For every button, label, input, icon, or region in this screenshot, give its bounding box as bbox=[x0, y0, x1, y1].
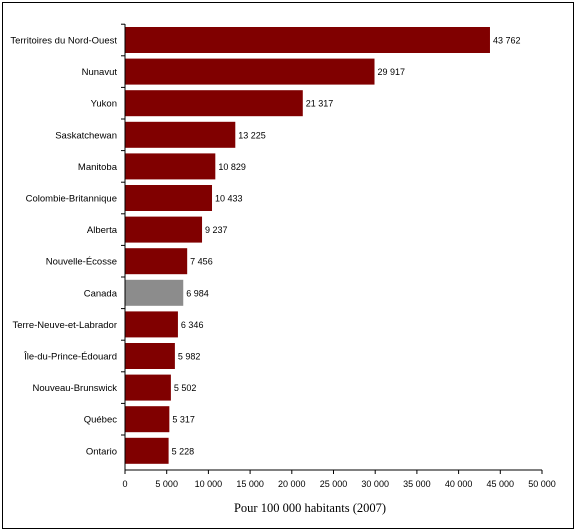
category-label: Nouvelle-Écosse bbox=[46, 257, 117, 268]
bar-colombie-britannique bbox=[125, 185, 213, 211]
category-label: Saskatchewan bbox=[55, 130, 117, 141]
x-tick-label: 5 000 bbox=[155, 479, 178, 489]
value-label: 6 984 bbox=[186, 288, 209, 298]
category-label: Territoires du Nord-Ouest bbox=[10, 36, 117, 47]
x-tick-label: 50 000 bbox=[528, 479, 556, 489]
category-label: Yukon bbox=[91, 99, 117, 110]
category-label: Québec bbox=[84, 415, 118, 426]
category-label: Manitoba bbox=[78, 162, 118, 173]
bar-saskatchewan bbox=[125, 121, 236, 148]
bar-alberta bbox=[125, 216, 203, 243]
value-label: 5 228 bbox=[172, 446, 195, 456]
value-label: 13 225 bbox=[238, 130, 266, 140]
bar-ile-du-prince-edouard bbox=[125, 343, 175, 369]
x-tick-label: 25 000 bbox=[320, 479, 348, 489]
bar-manitoba bbox=[125, 153, 216, 180]
x-tick-label: 40 000 bbox=[445, 479, 473, 489]
x-tick-label: 30 000 bbox=[361, 479, 389, 489]
category-label: Nouveau-Brunswick bbox=[33, 383, 118, 394]
value-label: 5 317 bbox=[172, 415, 195, 425]
category-label: Nunavut bbox=[82, 67, 118, 78]
x-tick-label: 20 000 bbox=[278, 479, 306, 489]
value-label: 29 917 bbox=[378, 67, 406, 77]
value-label: 5 982 bbox=[178, 352, 201, 362]
category-label: Canada bbox=[84, 288, 118, 299]
bar-nouveau-brunswick bbox=[125, 374, 171, 401]
value-label: 10 433 bbox=[215, 194, 243, 204]
value-label: 5 502 bbox=[174, 383, 197, 393]
category-label: Terre-Neuve-et-Labrador bbox=[12, 320, 117, 331]
category-label: Alberta bbox=[87, 225, 118, 236]
bar-canada bbox=[125, 279, 184, 306]
category-label: Ontario bbox=[86, 446, 117, 457]
value-label: 43 762 bbox=[493, 36, 521, 46]
category-label: Colombie-Britannique bbox=[26, 194, 117, 205]
axis-layer: 0 5 000 10 000 15 000 20 000 25 000 30 000 35 0… bbox=[121, 23, 556, 489]
bars-layer: Territoires du Nord-Ouest 43 762 Nunavut 29… bbox=[10, 27, 521, 464]
bar-yukon bbox=[125, 90, 303, 117]
value-label: 21 317 bbox=[306, 99, 334, 109]
x-tick-label: 35 000 bbox=[403, 479, 431, 489]
bar-nunavut bbox=[125, 58, 375, 85]
x-tick-label: 10 000 bbox=[195, 479, 223, 489]
x-axis-title: Pour 100 000 habitants (2007) bbox=[234, 501, 386, 515]
value-label: 9 237 bbox=[205, 225, 228, 235]
bar-ontario bbox=[125, 437, 169, 464]
x-tick-label: 0 bbox=[122, 479, 127, 489]
value-label: 7 456 bbox=[190, 257, 213, 267]
value-label: 6 346 bbox=[181, 320, 204, 330]
value-label: 10 829 bbox=[218, 162, 246, 172]
bar-nouvelle-ecosse bbox=[125, 248, 188, 275]
x-tick-label: 15 000 bbox=[236, 479, 264, 489]
bar-terre-neuve-et-labrador bbox=[125, 311, 178, 338]
x-tick-label: 45 000 bbox=[487, 479, 515, 489]
category-label: Île-du-Prince-Édouard bbox=[23, 352, 117, 363]
bar-quebec bbox=[125, 406, 170, 433]
bar-territoires-du-nord-ouest bbox=[125, 27, 490, 53]
